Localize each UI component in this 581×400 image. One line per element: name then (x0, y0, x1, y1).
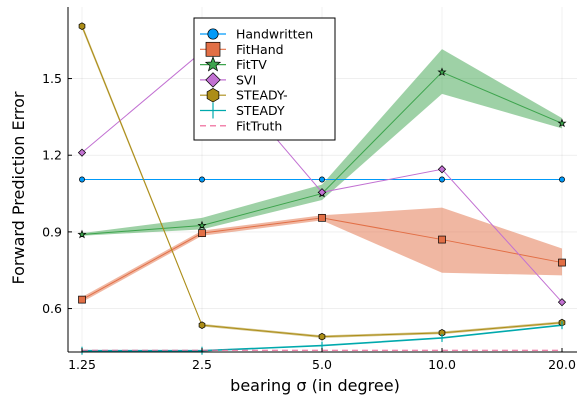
steady-point (318, 332, 326, 341)
fithand-point (318, 213, 326, 222)
handwritten-point (439, 176, 445, 183)
x-tick-label: 20.0 (548, 357, 576, 372)
legend-label-fittv: FitTV (236, 57, 267, 72)
x-tick-label: 5.0 (312, 357, 332, 372)
legend-label-steady: STEADY (236, 103, 285, 118)
legend-label-svi: SVI (236, 72, 256, 87)
legend-label-handwritten: Handwritten (236, 27, 313, 42)
legend-label-fittruth: FitTruth (236, 118, 282, 133)
legend-label-fithand: FitHand (236, 42, 284, 57)
legend: HandwrittenFitHandFitTVSVISTEADY-STEADYF… (193, 17, 336, 141)
legend-label-steady: STEADY- (236, 88, 288, 103)
axes (67, 7, 577, 353)
fithand-point (198, 229, 206, 238)
y-tick-label: 1.5 (42, 71, 62, 86)
y-tick-label: 1.2 (42, 148, 62, 163)
svi-point (317, 188, 327, 197)
fittv-point (197, 220, 207, 230)
handwritten-point (79, 176, 85, 183)
y-axis-title: Forward Prediction Error (9, 91, 28, 284)
y-tick-label: 0.6 (42, 301, 62, 316)
legend-marker-svi (205, 72, 221, 88)
svi-point (437, 165, 447, 174)
fittv-point (437, 67, 447, 77)
fittv-point (77, 229, 87, 239)
x-tick-label: 10.0 (428, 357, 456, 372)
legend-marker-fittv (204, 56, 222, 72)
x-tick-label: 1.25 (68, 357, 96, 372)
svi-point (557, 298, 567, 307)
legend-marker-steady (206, 87, 220, 103)
tick-labels: 1.25 2.5 5.0 10.0 20.0 0.6 0.9 1.2 1.5 (42, 71, 576, 372)
x-tick-label: 2.5 (192, 357, 212, 372)
fittv-band (82, 49, 562, 236)
handwritten-point (199, 176, 205, 183)
steady-point (198, 321, 206, 329)
legend-marker-handwritten (207, 28, 219, 40)
x-axis-title: bearing σ (in degree) (230, 376, 400, 395)
handwritten-point (559, 176, 565, 183)
handwritten-point (319, 176, 325, 183)
legend-marker-fithand (205, 41, 221, 57)
fittv-point (557, 118, 567, 128)
fithand-point (78, 295, 86, 304)
fithand-point (558, 258, 566, 267)
y-tick-label: 0.9 (42, 224, 62, 239)
series-markers (77, 22, 567, 355)
steady-point (78, 22, 86, 30)
fithand-point (438, 235, 446, 244)
svi-point (77, 148, 87, 157)
